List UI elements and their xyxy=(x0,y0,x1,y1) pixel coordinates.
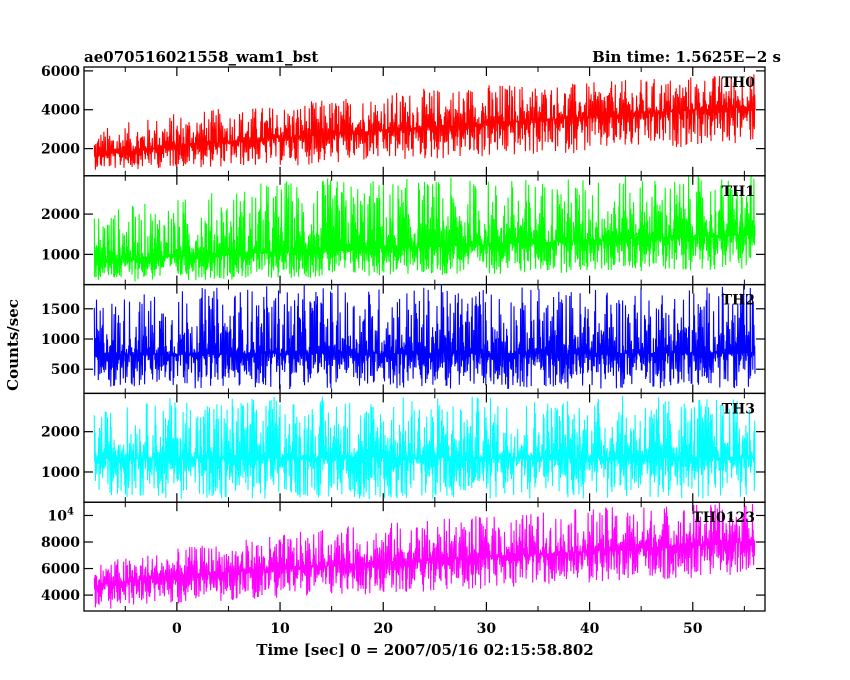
y-tick-label: 1500 xyxy=(41,302,80,318)
y-tick-label: 8000 xyxy=(41,535,80,551)
panel-frame xyxy=(83,501,766,612)
y-tick-label: 500 xyxy=(51,362,80,378)
series-line-th1 xyxy=(93,176,756,282)
y-axis-label: Counts/sec xyxy=(4,299,22,391)
panels: 200040006000TH010002000TH150010001500TH2… xyxy=(41,64,766,637)
chart-title-left: ae070516021558_wam1_bst xyxy=(84,48,318,66)
panel-th0: 2000 4000 6000 TH0 xyxy=(41,64,766,177)
series-line-th2 xyxy=(93,284,756,390)
y-tick-label: 2000 xyxy=(41,207,80,223)
chart-title-right: Bin time: 1.5625E−2 s xyxy=(592,48,781,66)
panel-label: TH2 xyxy=(722,293,755,309)
series-line-th3 xyxy=(93,395,756,500)
x-tick-label: 30 xyxy=(477,621,497,637)
y-tick-label: 6000 xyxy=(41,562,80,578)
x-tick-label: 0 xyxy=(172,621,182,637)
y-tick-label: 2000 xyxy=(41,425,80,441)
y-tick-label: 1000 xyxy=(41,247,80,263)
y-tick-label: 1000 xyxy=(41,465,80,481)
x-tick-label: 20 xyxy=(373,621,393,637)
y-tick-label: 6000 xyxy=(41,64,80,80)
panel-label: TH3 xyxy=(722,401,755,417)
panel-label: TH0123 xyxy=(692,510,755,526)
x-tick-label: 40 xyxy=(580,621,600,637)
y-tick-label: 104 xyxy=(48,506,74,524)
panel-th2: 500 1000 1500 TH2 xyxy=(41,283,766,395)
panel-th0123: 4000 6000 8000 104 TH0123 xyxy=(41,501,766,612)
panel-th3: 1000 2000 TH3 xyxy=(41,392,766,503)
panel-label: TH1 xyxy=(722,184,755,200)
x-tick-label: 50 xyxy=(683,621,703,637)
panel-label: TH0 xyxy=(722,75,756,91)
y-tick-label: 4000 xyxy=(41,103,80,119)
series-line-th0 xyxy=(93,74,756,170)
panel-th1: 1000 2000 TH1 xyxy=(41,175,766,286)
series-line-th0123 xyxy=(93,502,756,609)
y-tick-label: 2000 xyxy=(41,142,80,158)
x-tick-label: 10 xyxy=(270,621,290,637)
y-tick-label: 1000 xyxy=(41,332,80,348)
y-tick-label: 4000 xyxy=(41,588,80,604)
x-axis-label: Time [sec] 0 = 2007/05/16 02:15:58.802 xyxy=(256,641,593,659)
